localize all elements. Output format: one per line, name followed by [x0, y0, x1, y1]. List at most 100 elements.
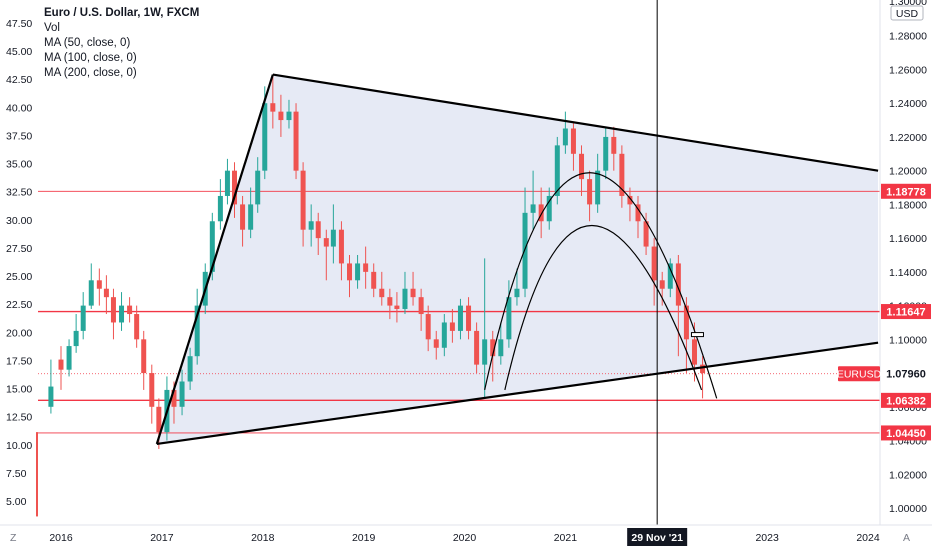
last-price-tag	[881, 366, 931, 382]
level-price-tag	[881, 425, 931, 441]
candle-body	[538, 204, 544, 222]
volume-axis-tick: 15.00	[6, 384, 32, 396]
candle-body	[457, 305, 463, 331]
inner-arc-drawing[interactable]	[504, 225, 703, 391]
level-price-label: 1.06382	[886, 395, 926, 407]
volume-axis-tick: 12.50	[6, 412, 32, 424]
volume-edge-bar	[36, 432, 38, 517]
candle-body	[347, 263, 353, 281]
candle-body	[498, 339, 504, 357]
candle-body	[379, 288, 385, 298]
candle-body	[187, 356, 193, 382]
candle-body	[103, 288, 109, 298]
candle-body	[194, 305, 200, 357]
triangle-left-trendline[interactable]	[155, 74, 274, 445]
volume-axis-tick: 5.00	[6, 496, 27, 508]
triangle-lower-trendline[interactable]	[156, 341, 879, 445]
volume-axis-tick: 45.00	[6, 46, 32, 58]
candle-body	[88, 280, 94, 306]
time-axis-tick: 2016	[49, 532, 73, 544]
price-axis-tick: 1.24000	[889, 98, 927, 110]
level-price-tag	[881, 304, 931, 320]
level-price-label: 1.11647	[886, 307, 925, 319]
candle-body	[96, 280, 102, 289]
price-axis-tick: 1.20000	[889, 166, 927, 178]
candle-body	[270, 103, 276, 112]
candle-body	[156, 406, 162, 433]
volume-axis-tick: 27.50	[6, 243, 32, 255]
price-axis-tick: 1.10000	[889, 334, 927, 346]
crosshair-date-tag	[627, 528, 688, 546]
symbol-tag	[838, 366, 880, 382]
triangle-pattern-fill	[156, 74, 879, 444]
crosshair-date-label: 29 Nov '21	[631, 532, 683, 544]
candle-body	[506, 297, 512, 340]
candle-body	[330, 229, 336, 247]
legend-ma100[interactable]: MA (100, close, 0)	[44, 52, 137, 64]
time-axis-tick: 2020	[453, 532, 477, 544]
candle-body	[595, 170, 601, 205]
volume-axis-tick: 10.00	[6, 440, 32, 452]
price-axis-tick: 1.14000	[889, 267, 927, 279]
outer-arc-drawing[interactable]	[484, 172, 718, 399]
price-axis-tick: 1.00000	[889, 503, 927, 515]
candle-body	[58, 359, 64, 370]
candle-body	[286, 111, 292, 121]
legend-ma50[interactable]: MA (50, close, 0)	[44, 37, 131, 49]
candle-body	[667, 263, 673, 289]
currency-label[interactable]: USD	[896, 8, 919, 20]
box-marker[interactable]	[690, 332, 704, 338]
price-axis-tick: 1.02000	[889, 469, 927, 481]
candle-body	[449, 322, 455, 331]
candle-body	[410, 288, 416, 298]
candle-body	[530, 204, 536, 213]
candle-body	[433, 339, 439, 348]
candle-body	[587, 179, 593, 205]
candle-body	[134, 314, 140, 340]
candle-body	[232, 170, 238, 205]
candle-body	[363, 263, 369, 272]
candle-body	[387, 297, 393, 306]
candle-body	[546, 195, 552, 222]
volume-axis-tick: 7.50	[6, 468, 27, 480]
candle-body	[110, 297, 116, 323]
legend-ma200[interactable]: MA (200, close, 0)	[44, 67, 137, 79]
candle-body	[278, 111, 284, 121]
candle-body	[209, 221, 215, 272]
triangle-upper-trendline[interactable]	[272, 73, 879, 172]
candle-body	[141, 339, 147, 374]
price-axis-tick: 1.22000	[889, 132, 927, 144]
candle-body	[300, 170, 306, 230]
candle-body	[619, 153, 625, 196]
currency-box[interactable]	[890, 5, 924, 21]
candle-body	[179, 381, 185, 407]
legend-vol[interactable]: Vol	[44, 22, 60, 34]
candle-body	[554, 145, 560, 196]
volume-axis-tick: 42.50	[6, 74, 32, 86]
level-price-tag	[881, 183, 931, 199]
candle-body	[562, 128, 568, 146]
volume-axis-tick: 25.00	[6, 271, 32, 283]
auto-scale-icon[interactable]: A	[903, 532, 910, 544]
volume-axis-tick: 37.50	[6, 130, 32, 142]
last-price-label: 1.07960	[886, 369, 926, 381]
volume-axis-tick: 22.50	[6, 299, 32, 311]
candle-body	[611, 136, 617, 154]
candle-body	[224, 170, 230, 196]
candle-body	[394, 305, 400, 309]
timezone-icon[interactable]: Z	[10, 532, 17, 544]
candle-body	[371, 271, 377, 289]
candle-body	[80, 305, 86, 331]
candle-body	[425, 314, 431, 340]
candle-body	[643, 221, 649, 247]
candle-body	[308, 221, 314, 230]
chart-legend: Euro / U.S. Dollar, 1W, FXCM Vol MA (50,…	[44, 6, 199, 81]
volume-axis-tick: 40.00	[6, 102, 32, 114]
candle-body	[418, 297, 424, 315]
candle-body	[474, 330, 480, 365]
candle-body	[66, 346, 72, 370]
candle-body	[635, 204, 641, 222]
volume-axis-tick: 35.00	[6, 159, 32, 171]
